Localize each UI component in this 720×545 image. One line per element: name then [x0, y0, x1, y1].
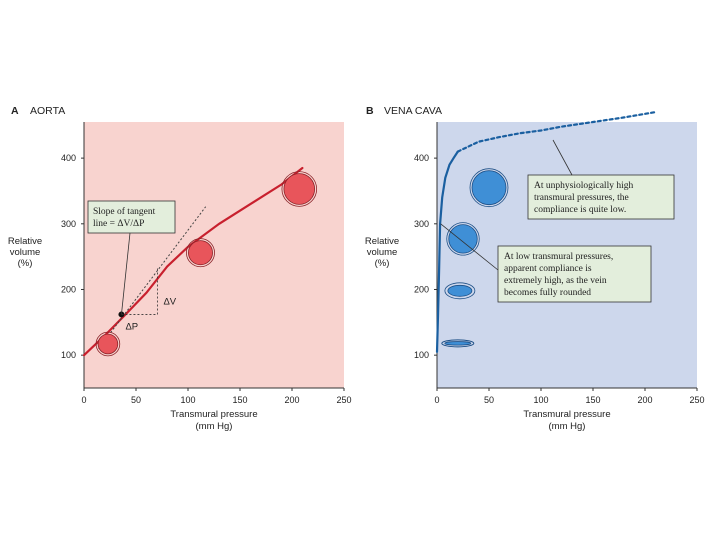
x-tick-label: 150: [585, 395, 600, 405]
x-tick-label: 100: [533, 395, 548, 405]
x-axis-label: Transmural pressure: [170, 409, 257, 420]
x-tick-label: 250: [689, 395, 704, 405]
y-axis-label: Relative: [8, 236, 42, 247]
y-axis-label: volume: [367, 247, 398, 258]
callout-text: line = ΔV/ΔP: [93, 219, 144, 229]
series-line-0: [82, 166, 304, 357]
vessel-cross-section: [281, 171, 318, 207]
vein-cross-section: [441, 339, 475, 348]
y-axis-label: (%): [375, 258, 390, 269]
y-tick-label: 100: [61, 350, 76, 360]
callout-leader: [552, 139, 573, 176]
vein-cross-section: [448, 224, 478, 254]
x-axis-label: (mm Hg): [549, 421, 586, 432]
callout-box: [497, 245, 652, 303]
callout-text: At low transmural pressures,: [504, 252, 613, 262]
vein-cross-section: [444, 282, 476, 300]
panel-letter: A: [11, 105, 19, 117]
y-tick-label: 200: [414, 284, 429, 294]
vessel-cross-section: [95, 331, 121, 357]
vessel-cross-section: [283, 173, 316, 205]
x-tick-label: 200: [637, 395, 652, 405]
vein-cross-section: [447, 284, 473, 297]
panel-title: VENA CAVA: [384, 105, 442, 117]
x-tick-label: 100: [180, 395, 195, 405]
panel-letter: B: [366, 105, 374, 117]
vessel-cross-section: [188, 240, 213, 266]
callout-box: [527, 174, 675, 220]
callout-text: Slope of tangent: [93, 206, 156, 217]
x-tick-label: 150: [232, 395, 247, 405]
vein-cross-section: [471, 170, 507, 206]
x-tick-label: 50: [484, 395, 494, 405]
callout-text: becomes fully rounded: [504, 287, 591, 298]
callout-text: extremely high, as the vein: [504, 276, 607, 286]
y-tick-label: 100: [414, 350, 429, 360]
callout-leader: [440, 223, 499, 271]
tangent-line: [98, 206, 207, 349]
delta-p-label: ΔP: [125, 321, 138, 332]
callout-box: [87, 200, 176, 234]
x-axis-label: (mm Hg): [196, 421, 233, 432]
vein-cross-section: [446, 222, 480, 256]
vessel-cross-section: [186, 238, 215, 268]
y-axis-label: Relative: [365, 236, 399, 247]
aorta-panel: A AORTA 0 50 100 150 200 250 100 200 300 400 Transmu…: [8, 105, 352, 432]
y-axis-label: (%): [18, 258, 33, 269]
y-tick-label: 400: [61, 153, 76, 163]
y-axis-label: volume: [10, 247, 41, 258]
y-tick-label: 200: [61, 284, 76, 294]
y-tick-label: 300: [414, 219, 429, 229]
callout-text: apparent compliance is: [504, 264, 592, 274]
x-tick-label: 0: [81, 395, 86, 405]
vein-cross-section: [444, 341, 472, 346]
x-tick-label: 250: [336, 395, 351, 405]
panel-title: AORTA: [30, 105, 65, 117]
callout-text: transmural pressures, the: [534, 193, 629, 203]
vena-cava-panel: B VENA CAVA 0 50 100 150 200 250 100 200 300 400 Tra…: [365, 105, 705, 432]
callout-text: At unphysiologically high: [534, 181, 633, 191]
callout-text: compliance is quite low.: [534, 205, 626, 215]
vessel-cross-section: [97, 333, 119, 355]
x-tick-label: 0: [434, 395, 439, 405]
delta-v-label: ΔV: [163, 296, 176, 307]
y-tick-label: 300: [61, 219, 76, 229]
callout-leader: [121, 232, 131, 315]
series-line-1: [456, 111, 657, 153]
y-tick-label: 400: [414, 153, 429, 163]
series-line-0: [435, 150, 459, 353]
vein-cross-section: [469, 168, 509, 208]
x-tick-label: 200: [284, 395, 299, 405]
x-tick-label: 50: [131, 395, 141, 405]
x-axis-label: Transmural pressure: [523, 409, 610, 420]
